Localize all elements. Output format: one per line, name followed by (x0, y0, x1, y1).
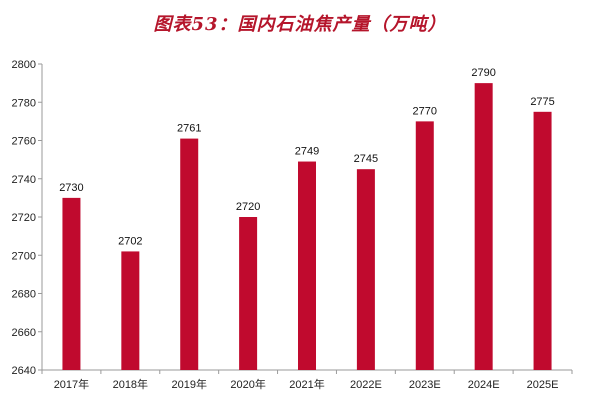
bar-2018年 (121, 251, 140, 370)
bar-2019年 (180, 138, 199, 370)
y-tick-label: 2640 (12, 365, 36, 377)
x-tick-label: 2020年 (230, 377, 265, 391)
bar-2024E (474, 83, 493, 370)
data-label: 2790 (471, 67, 495, 79)
x-tick-label: 2025E (527, 379, 559, 391)
x-tick-label: 2022E (350, 379, 382, 391)
bar-series (62, 83, 552, 370)
x-tick-label: 2019年 (171, 377, 206, 391)
y-tick-label: 2740 (12, 174, 36, 186)
data-label: 2749 (295, 146, 319, 158)
data-label: 2745 (354, 153, 378, 165)
bar-2025E (533, 111, 552, 370)
x-tick-label: 2021年 (289, 377, 324, 391)
x-tick-label: 2018年 (113, 377, 148, 391)
data-label: 2702 (118, 235, 142, 247)
data-label: 2761 (177, 123, 201, 135)
data-labels: 2730 2702 2761 2720 2749 2745 2770 2790 2775 (59, 67, 555, 247)
data-label: 2775 (530, 96, 554, 108)
bar-2017年 (62, 197, 81, 370)
y-axis: 2640 2660 2680 2700 2720 2740 2760 2780 2800 (12, 59, 43, 377)
data-label: 2730 (59, 182, 83, 194)
y-tick-label: 2680 (12, 289, 36, 301)
bar-2020年 (239, 217, 258, 370)
x-tick-label: 2023E (409, 379, 441, 391)
y-tick-label: 2660 (12, 327, 36, 339)
x-tick-label: 2017年 (54, 377, 89, 391)
bar-2023E (415, 121, 434, 370)
bar-2021年 (298, 161, 316, 370)
bar-2022E (356, 169, 375, 370)
data-label: 2720 (236, 201, 260, 213)
x-axis: 2017年 2018年 2019年 2020年 2021年 2022E 2023E 2024E… (41, 369, 573, 391)
chart-title: 图表53：国内石油焦产量（万吨） (153, 14, 447, 35)
y-tick-label: 2700 (12, 250, 36, 262)
y-tick-label: 2800 (12, 59, 36, 71)
x-tick-label: 2024E (468, 379, 500, 391)
y-tick-label: 2780 (12, 97, 36, 109)
y-tick-label: 2760 (12, 136, 36, 148)
y-tick-label: 2720 (12, 212, 36, 224)
data-label: 2770 (413, 105, 437, 117)
